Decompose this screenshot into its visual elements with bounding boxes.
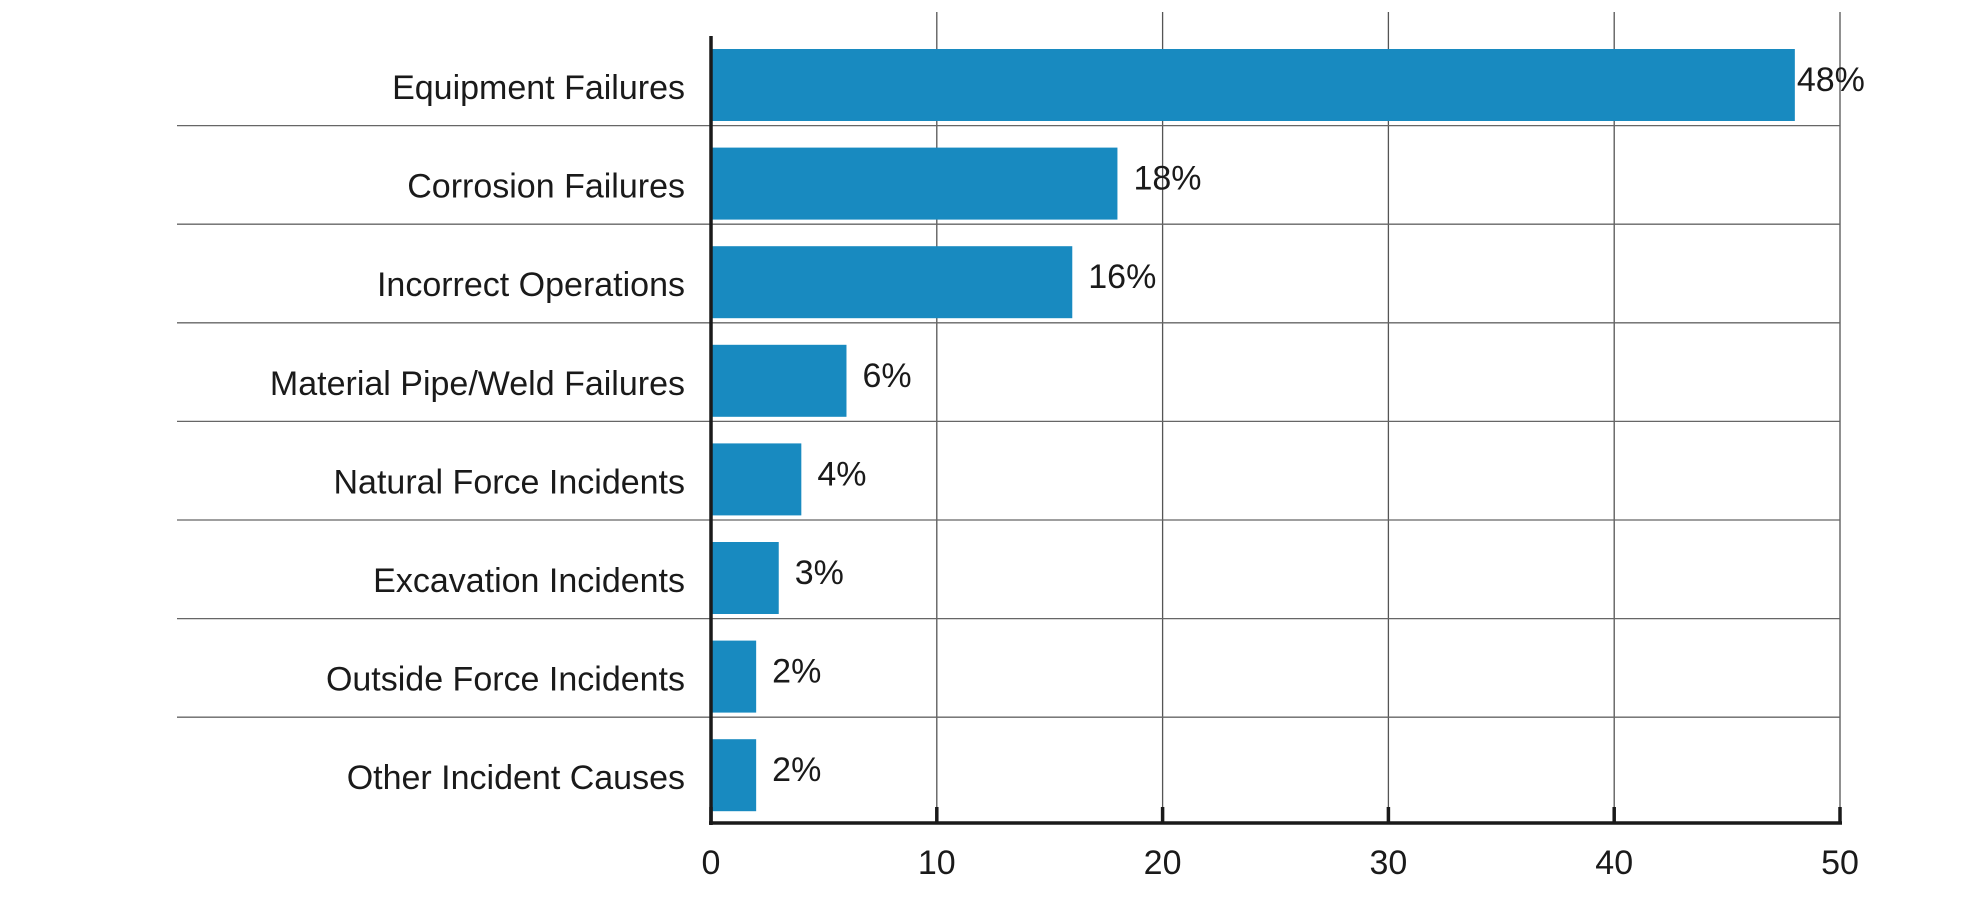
x-tick-label: 40 [1595, 844, 1633, 882]
grid [177, 12, 1841, 823]
category-label: Excavation Incidents [373, 562, 685, 600]
x-tick-label: 30 [1369, 844, 1407, 882]
bar-3 [711, 344, 847, 417]
bar-6 [711, 640, 757, 713]
category-label: Material Pipe/Weld Failures [270, 365, 685, 403]
bar-5 [711, 542, 779, 614]
category-label: Other Incident Causes [347, 759, 685, 797]
x-tick-label: 20 [1144, 844, 1182, 882]
bar-2 [711, 246, 1073, 319]
bar-1 [711, 147, 1118, 220]
value-label: 16% [1088, 258, 1156, 296]
x-tick-label: 10 [918, 844, 956, 882]
bar-0 [711, 49, 1795, 121]
category-label: Corrosion Failures [407, 168, 685, 206]
value-label: 18% [1133, 160, 1201, 198]
value-label: 2% [772, 751, 821, 789]
category-label: Incorrect Operations [377, 266, 685, 304]
tick-labels: 0 10 20 30 40 50 [702, 844, 1859, 882]
bars [711, 49, 1795, 812]
value-label: 4% [817, 455, 866, 493]
category-labels: Equipment Failures Corrosion Failures Inco… [270, 69, 685, 797]
category-label: Equipment Failures [392, 69, 685, 107]
bar-4 [711, 443, 802, 516]
value-label: 3% [795, 554, 844, 592]
value-labels: 48% 18% 16% 6% 4% 3% 2% 2% [772, 61, 1865, 789]
value-label: 48% [1797, 61, 1865, 99]
value-label: 2% [772, 653, 821, 691]
category-label: Natural Force Incidents [334, 463, 686, 501]
x-axis [709, 36, 1842, 825]
bar-7 [711, 739, 757, 812]
x-tick-label: 50 [1821, 844, 1859, 882]
x-tick-label: 0 [702, 844, 721, 882]
category-label: Outside Force Incidents [326, 661, 685, 699]
value-label: 6% [862, 357, 911, 395]
